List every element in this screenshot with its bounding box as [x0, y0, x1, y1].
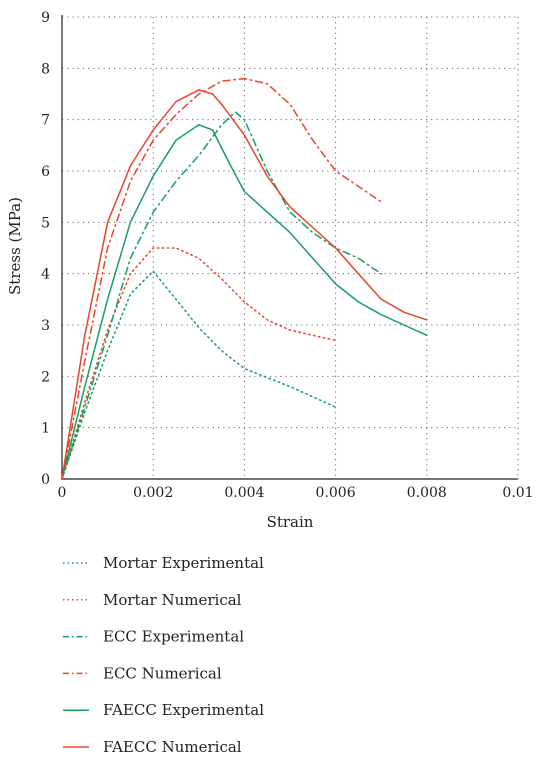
legend-label-ecc-numerical: ECC Numerical — [103, 664, 222, 682]
y-tick-label: 1 — [41, 421, 50, 437]
legend-label-faecc-numerical: FAECC Numerical — [103, 738, 242, 756]
y-axis-title: Stress (MPa) — [6, 197, 24, 295]
x-tick-label: 0 — [58, 485, 67, 501]
legend: Mortar Experimental Mortar Numerical ECC E… — [63, 554, 264, 756]
series-mortar-numerical-line — [61, 247, 337, 480]
y-tick-label: 5 — [41, 215, 50, 231]
y-tick-label: 0 — [41, 472, 50, 488]
legend-label-mortar-numerical: Mortar Numerical — [103, 591, 242, 609]
series-mortar-experimental-line — [61, 270, 337, 480]
legend-label-mortar-experimental: Mortar Experimental — [103, 554, 264, 572]
y-tick-label: 9 — [41, 10, 50, 26]
series-faecc-numerical-line — [61, 89, 428, 480]
series-faecc-experimental-line — [61, 124, 428, 480]
series-ecc-numerical-line — [61, 77, 382, 480]
x-tick-label: 0.006 — [316, 485, 356, 501]
x-axis-title: Strain — [267, 513, 314, 531]
x-tick-label: 0.002 — [133, 485, 173, 501]
y-tick-label: 3 — [41, 318, 50, 334]
legend-label-ecc-experimental: ECC Experimental — [103, 628, 244, 646]
series-ecc-experimental-line — [61, 111, 382, 480]
x-tick-label: 0.008 — [407, 485, 447, 501]
y-tick-label: 7 — [41, 113, 50, 129]
x-tick-label: 0.004 — [224, 485, 264, 501]
legend-label-faecc-experimental: FAECC Experimental — [103, 701, 264, 719]
plot-area: 0 0.002 0.004 0.006 0.008 0.01 0 1 2 3 4 5 6 7 8 9 — [41, 10, 534, 501]
y-tick-label: 6 — [41, 164, 50, 180]
y-tick-label: 8 — [41, 61, 50, 77]
y-tick-label: 4 — [41, 267, 50, 283]
x-tick-label: 0.01 — [502, 485, 533, 501]
y-tick-label: 2 — [41, 369, 50, 385]
